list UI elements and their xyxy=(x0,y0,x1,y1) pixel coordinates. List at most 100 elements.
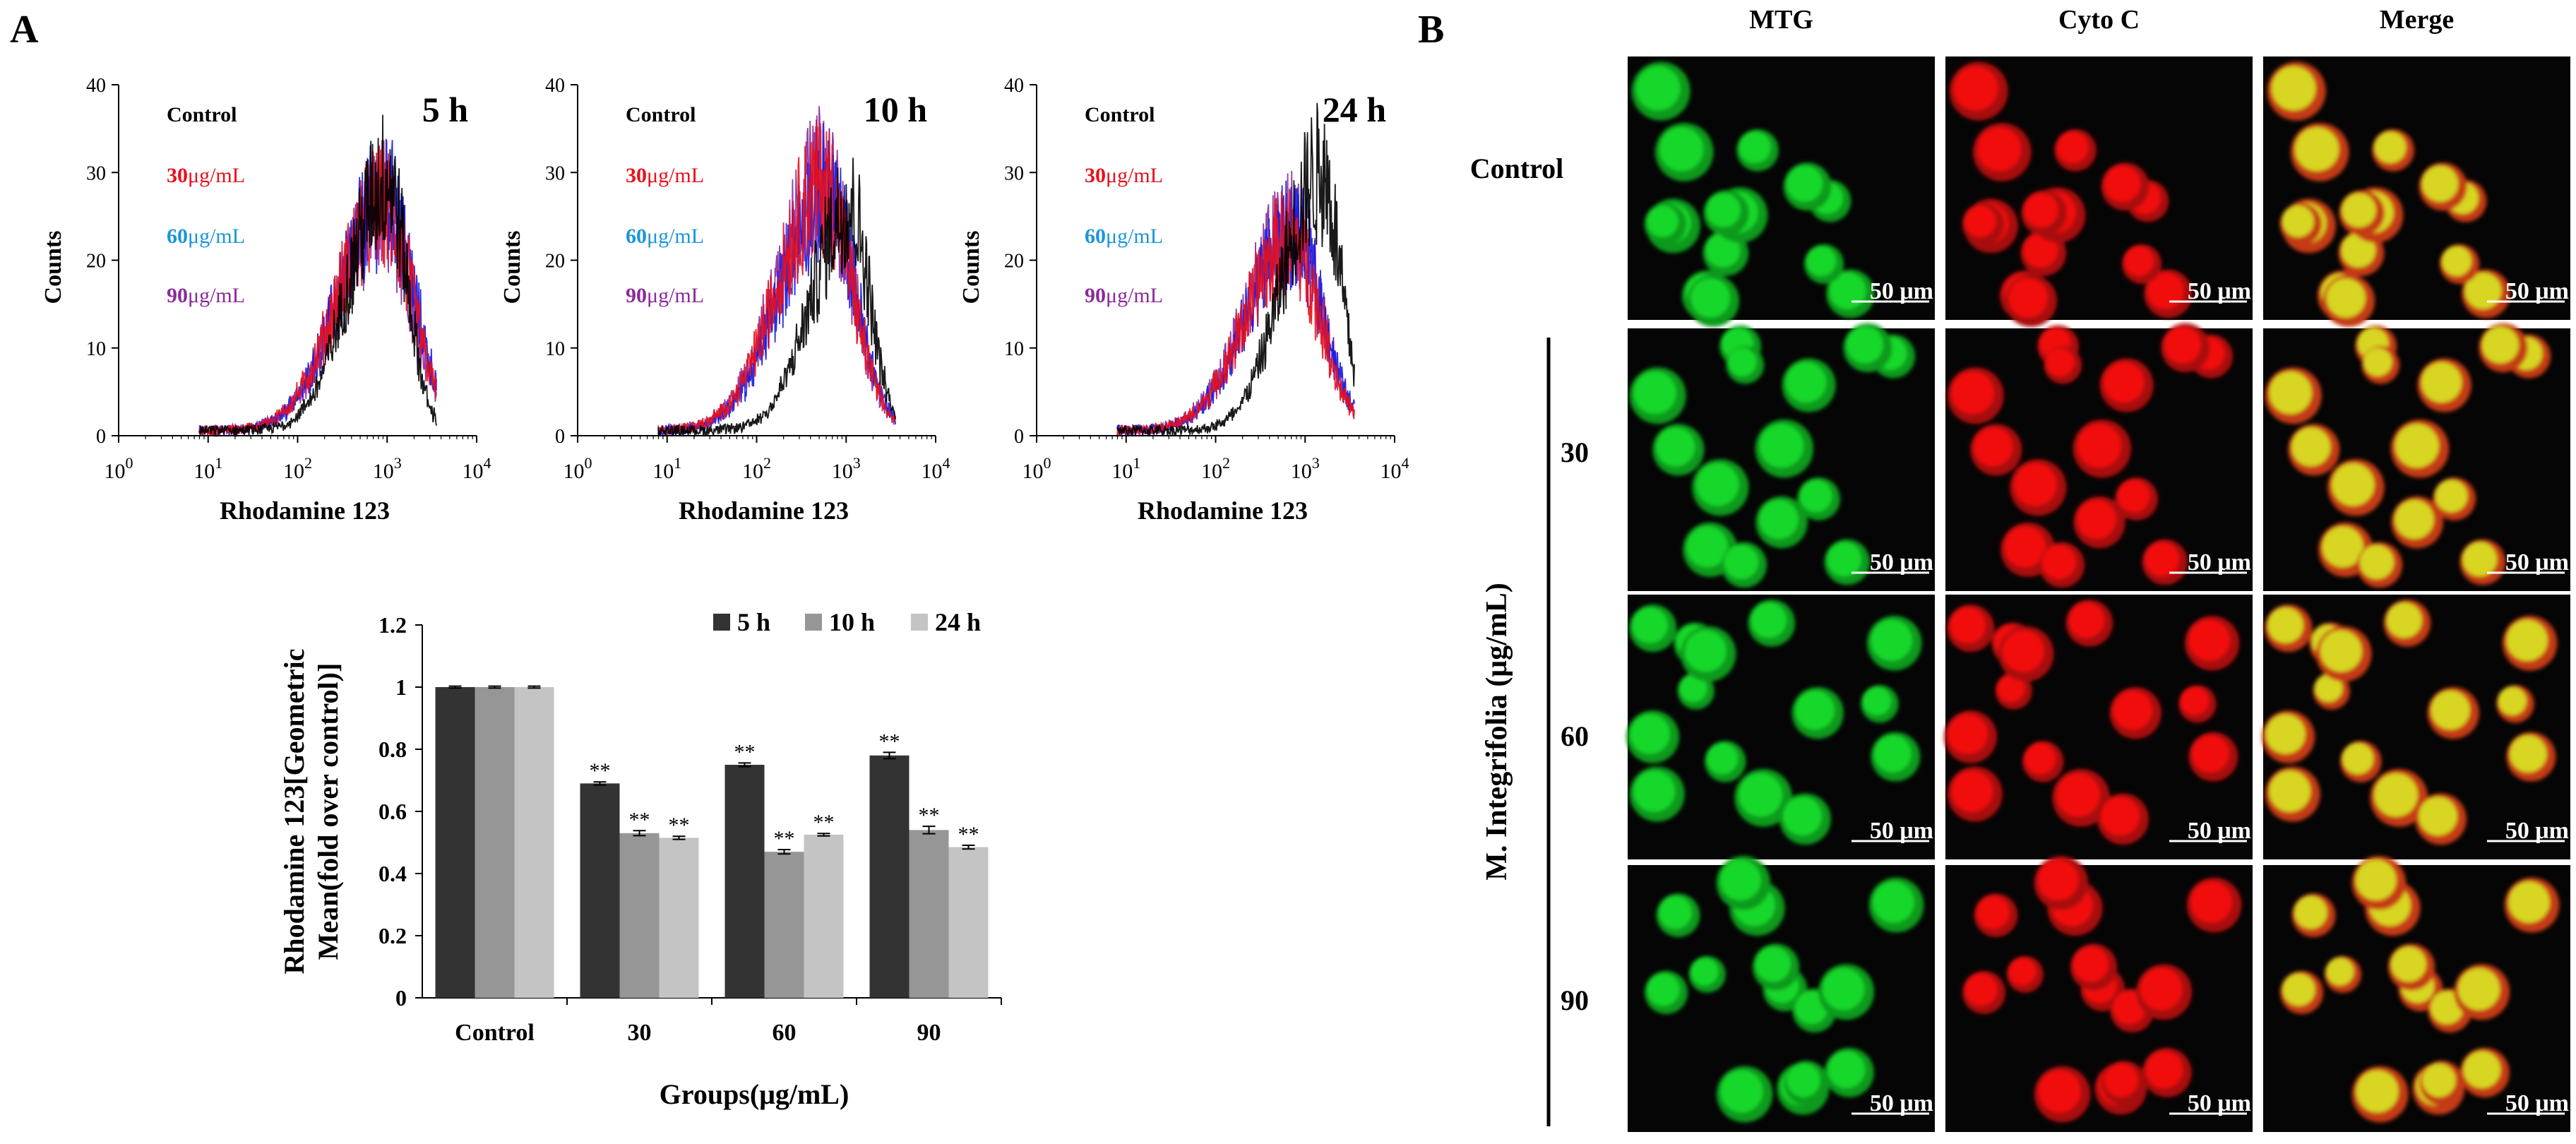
cell-group xyxy=(2265,323,2551,588)
y-tick-label: 0 xyxy=(96,426,106,448)
cell-highlight xyxy=(2320,630,2362,672)
cell-highlight xyxy=(2008,958,2037,986)
panel-a-letter: A xyxy=(10,8,39,52)
y-tick-label: 0.8 xyxy=(378,737,407,762)
x-axis-label: Rhodamine 123 xyxy=(1138,496,1308,525)
cell-highlight xyxy=(2374,773,2418,817)
y-tick-label: 30 xyxy=(545,162,565,184)
legend-label: 24 h xyxy=(935,608,981,636)
bar xyxy=(909,830,949,998)
cell-highlight xyxy=(2269,371,2312,415)
y-tick-label: 1.2 xyxy=(378,612,407,638)
micrograph: 50 μm xyxy=(2263,855,2570,1132)
cell-highlight xyxy=(1647,973,1680,1006)
category-label: 30 xyxy=(628,1020,652,1046)
bar xyxy=(580,783,620,998)
cell-highlight xyxy=(2164,326,2201,364)
cell-highlight xyxy=(2457,967,2500,1011)
cell-highlight xyxy=(2294,895,2327,929)
cell-highlight xyxy=(2025,743,2056,775)
cell-highlight xyxy=(2113,691,2152,730)
cell-highlight xyxy=(2192,735,2229,773)
histogram-title: 5 h xyxy=(422,90,469,129)
cell-highlight xyxy=(2419,797,2457,836)
micrograph: 50 μm xyxy=(1628,323,1935,591)
cell-highlight xyxy=(2326,958,2354,986)
cell-highlight xyxy=(2265,714,2306,754)
y-tick-label: 20 xyxy=(86,251,106,273)
cell-highlight xyxy=(2077,424,2121,468)
cell-highlight xyxy=(1964,205,1996,237)
y-tick-label: 0 xyxy=(555,426,565,448)
cell-highlight xyxy=(2188,619,2230,661)
bar xyxy=(948,847,989,998)
cell-highlight xyxy=(2068,602,2104,638)
cell-highlight xyxy=(2441,246,2472,276)
cell-highlight xyxy=(1997,674,2025,703)
bar xyxy=(619,833,660,998)
cell-highlight xyxy=(1759,424,1803,468)
legend-entry: Control xyxy=(1085,103,1155,126)
cell-highlight xyxy=(1827,542,1862,577)
cell-highlight xyxy=(2004,526,2046,568)
cell-group xyxy=(1949,61,2193,327)
cell-highlight xyxy=(1950,607,1986,643)
cell-highlight xyxy=(2046,347,2075,376)
cell-group xyxy=(1947,323,2234,588)
cell-highlight xyxy=(1720,859,1761,900)
bar xyxy=(475,687,515,998)
cell-highlight xyxy=(2391,946,2426,982)
cell-highlight xyxy=(1690,278,1730,318)
histogram-5h: 0 10 20 30 40 100 101 102 103 104 5 h Rhodamine 123… xyxy=(40,75,491,525)
cell-highlight xyxy=(2008,278,2048,318)
cell-highlight xyxy=(2332,463,2375,506)
bar xyxy=(659,838,699,998)
cell-highlight xyxy=(2395,424,2439,468)
cell-highlight xyxy=(2024,193,2058,227)
y-axis-label: Counts xyxy=(499,231,525,304)
legend-entry: Control xyxy=(626,103,696,126)
significance-label: ** xyxy=(813,811,835,834)
cell-highlight xyxy=(1953,66,1998,111)
cell-highlight xyxy=(2123,246,2154,276)
cell-highlight xyxy=(2077,499,2116,540)
cell-highlight xyxy=(2422,165,2459,202)
cell-highlight xyxy=(2056,131,2089,164)
cell-highlight xyxy=(2038,1070,2081,1113)
bar xyxy=(724,765,765,998)
cell-highlight xyxy=(1951,371,1994,415)
bar xyxy=(869,755,910,998)
cell-highlight xyxy=(1724,544,1758,580)
cell-highlight xyxy=(2145,1051,2183,1089)
histogram-trace xyxy=(198,114,437,438)
x-tick-label: 101 xyxy=(1111,454,1140,483)
microscopy-grid: MTG Cyto C Merge Control 30 60 90 M. Integrifol… xyxy=(1470,5,2570,1132)
y-tick-label: 10 xyxy=(1004,338,1024,360)
cell-highlight xyxy=(1964,973,1998,1006)
histogram-trace xyxy=(657,157,896,438)
y-axis-label-line2: Mean(fold over control)] xyxy=(312,663,344,960)
legend-label: 5 h xyxy=(737,608,770,636)
histogram-title: 10 h xyxy=(864,90,928,129)
y-tick-label: 10 xyxy=(86,338,106,360)
micrograph: 50 μm xyxy=(2263,323,2570,591)
cell-highlight xyxy=(1728,347,1757,376)
cell-highlight xyxy=(2269,770,2311,812)
cell-highlight xyxy=(1679,674,1707,703)
cell-highlight xyxy=(1795,691,1835,730)
y-tick-label: 0 xyxy=(395,985,407,1011)
histogram-trace xyxy=(657,123,896,436)
cell-highlight xyxy=(2104,1063,2138,1097)
significance-label: ** xyxy=(734,740,756,763)
significance-label: ** xyxy=(629,808,650,831)
cell-highlight xyxy=(1829,273,1866,309)
histogram-trace xyxy=(657,119,896,436)
y-tick-label: 10 xyxy=(545,338,565,360)
y-tick-label: 40 xyxy=(86,75,106,97)
cell-highlight xyxy=(2056,773,2100,817)
bar xyxy=(804,835,844,998)
scale-bar-label: 50 μm xyxy=(1870,818,1933,844)
cell-highlight xyxy=(2462,542,2498,577)
x-axis-label: Groups(μg/mL) xyxy=(660,1078,849,1110)
cell-highlight xyxy=(2104,362,2145,403)
